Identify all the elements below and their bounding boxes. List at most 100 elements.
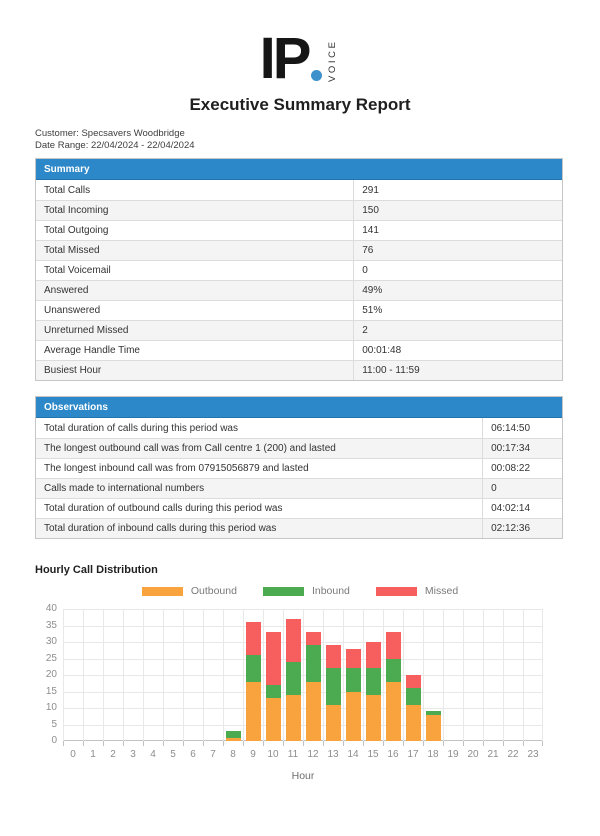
y-axis-label: 25 [45, 652, 57, 664]
table-row: The longest inbound call was from 079150… [36, 458, 562, 478]
date-range-line: Date Range: 22/04/2024 - 22/04/2024 [35, 139, 195, 151]
bar-segment-inbound-hour-16 [385, 658, 401, 682]
table-row: Unanswered 51% [36, 300, 562, 320]
legend-swatch [141, 586, 183, 596]
row-label: Total duration of inbound calls during t… [36, 519, 484, 538]
row-label: Busiest Hour [36, 361, 355, 380]
axis-tick [83, 741, 84, 746]
gridline [143, 609, 144, 741]
observations-table: Observations Total duration of calls dur… [35, 396, 563, 539]
table-row: Busiest Hour 11:00 - 11:59 [36, 360, 562, 380]
row-value: 141 [362, 225, 379, 236]
bar-segment-missed-hour-15 [365, 642, 381, 669]
row-label: Total Incoming [36, 201, 355, 220]
bar-segment-missed-hour-9 [245, 622, 261, 656]
y-axis-label: 20 [45, 669, 57, 680]
row-label: Total Calls [36, 180, 355, 200]
axis-tick [243, 741, 244, 746]
x-axis-label: 13 [327, 749, 339, 760]
x-axis-label: 15 [367, 749, 379, 760]
table-row: Total Calls 291 [36, 180, 562, 200]
row-label: The longest outbound call was from Call … [36, 439, 484, 458]
bar-segment-outbound-hour-17 [405, 704, 421, 741]
table-row: Total duration of outbound calls during … [36, 498, 562, 518]
x-axis-label: 0 [70, 749, 76, 760]
y-axis-label: 15 [45, 685, 57, 697]
bar-segment-outbound-hour-12 [305, 681, 321, 741]
summary-table-rows: Total Calls 291 Total Incoming 150 Total Out… [36, 180, 562, 380]
bar-segment-inbound-hour-11 [285, 661, 301, 695]
axis-tick [443, 741, 444, 746]
logo-dot-icon [311, 70, 323, 81]
bar-segment-inbound-hour-17 [405, 688, 421, 705]
x-axis-label: 23 [527, 749, 539, 760]
axis-tick [223, 741, 224, 746]
axis-tick [303, 741, 304, 746]
table-row: Calls made to international numbers 0 [36, 478, 562, 498]
table-row: Total Voicemail 0 [36, 260, 562, 280]
x-axis-label: 10 [267, 749, 279, 760]
bar-segment-inbound-hour-15 [365, 668, 381, 695]
row-value: 00:08:22 [491, 463, 531, 474]
bar-segment-missed-hour-17 [405, 675, 421, 689]
y-axis-label: 0 [51, 735, 57, 746]
gridline [423, 609, 424, 741]
gridline [523, 609, 524, 741]
axis-tick [503, 741, 504, 746]
legend-item: Missed [375, 585, 459, 597]
axis-tick [183, 741, 184, 746]
summary-table: Summary Total Calls 291 Total Incoming 150 T… [35, 158, 563, 381]
x-axis-label: 1 [90, 749, 96, 760]
row-label: Average Handle Time [36, 341, 355, 360]
chart-legend: Outbound Inbound Missed [0, 585, 600, 597]
bar-segment-inbound-hour-9 [245, 655, 261, 682]
table-row: Total Incoming 150 [36, 200, 562, 220]
bar-segment-inbound-hour-10 [265, 684, 281, 699]
row-label: Answered [36, 281, 355, 300]
bar-segment-missed-hour-16 [385, 632, 401, 659]
bar-segment-outbound-hour-18 [425, 714, 441, 741]
bar-segment-inbound-hour-8 [225, 731, 241, 738]
row-label: Total Missed [36, 241, 355, 260]
gridline [123, 609, 124, 741]
row-value: 04:02:14 [491, 503, 531, 514]
gridline [363, 609, 364, 741]
gridline [503, 609, 504, 741]
axis-tick [203, 741, 204, 746]
x-axis-label: 9 [250, 749, 256, 760]
x-axis-label: 3 [130, 749, 136, 760]
x-axis-label: 4 [150, 749, 156, 760]
gridline [223, 609, 224, 741]
x-axis-label: 17 [407, 749, 419, 760]
bar-segment-inbound-hour-18 [425, 711, 441, 715]
legend-label: Missed [424, 585, 459, 597]
legend-swatch [262, 586, 304, 596]
hourly-call-distribution-chart: Hour 0 5 10 15 20 25 30 35 40 0 1 2 3 4 5 6 7 8 9 10 11 12 13 1… [46, 603, 543, 782]
gridline [243, 609, 244, 741]
bar-segment-outbound-hour-9 [245, 681, 261, 741]
x-axis-label: 19 [447, 749, 459, 760]
header: IP VOICE [0, 24, 600, 88]
axis-tick [483, 741, 484, 746]
axis-tick [143, 741, 144, 746]
x-axis-label: 16 [387, 749, 399, 760]
row-value: 0 [491, 483, 497, 494]
x-axis-title: Hour [291, 770, 315, 782]
bar-segment-missed-hour-12 [305, 632, 321, 646]
gridline [263, 609, 264, 741]
customer-line: Customer: Specsavers Woodbridge [35, 128, 185, 139]
x-axis-label: 11 [287, 749, 299, 760]
axis-tick [523, 741, 524, 746]
legend-label: Inbound [311, 585, 350, 597]
x-axis-label: 18 [427, 749, 439, 760]
bar-segment-outbound-hour-10 [265, 698, 281, 741]
x-axis-label: 7 [210, 749, 216, 760]
bar-segment-missed-hour-14 [345, 648, 361, 669]
gridline [83, 609, 84, 741]
row-value: 2 [362, 325, 368, 336]
legend-label: Outbound [190, 585, 237, 597]
axis-tick [123, 741, 124, 746]
gridline [403, 609, 404, 741]
axis-tick [403, 741, 404, 746]
table-row: Total duration of calls during this peri… [36, 418, 562, 438]
